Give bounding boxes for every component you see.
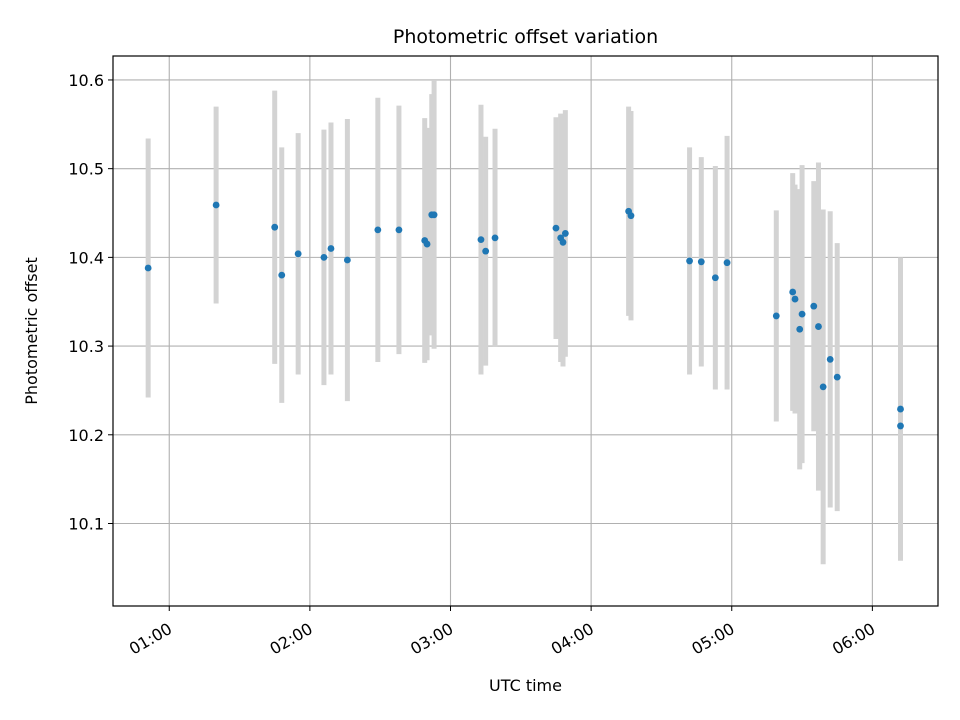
data-point (320, 253, 328, 261)
data-point (826, 355, 834, 363)
data-point (686, 257, 693, 265)
data-points (144, 201, 904, 430)
data-point (798, 310, 806, 318)
data-point (395, 226, 403, 234)
data-point (212, 201, 220, 209)
data-point (144, 264, 152, 272)
y-tick-label: 10.1 (68, 515, 104, 534)
data-point (815, 323, 822, 330)
data-point (796, 325, 804, 333)
data-point (343, 256, 351, 264)
data-point (810, 302, 818, 310)
data-point (552, 224, 560, 232)
data-point (897, 422, 904, 430)
data-point (278, 271, 286, 279)
y-tick-label: 10.3 (68, 337, 104, 356)
data-point (294, 250, 302, 258)
y-tick-label: 10.6 (68, 71, 104, 90)
data-point (723, 259, 731, 267)
data-point (561, 230, 569, 237)
y-tick-label: 10.2 (68, 426, 104, 445)
data-point (491, 234, 499, 242)
data-point (477, 236, 485, 244)
y-axis: 10.1 10.2 10.3 10.4 10.5 10.6 (68, 71, 113, 534)
data-point (711, 274, 719, 282)
x-axis-label: UTC time (489, 676, 562, 695)
data-point (697, 258, 705, 266)
data-point (430, 211, 438, 219)
data-point (819, 383, 827, 391)
data-point (482, 247, 490, 255)
data-point (772, 312, 780, 320)
data-point (559, 238, 567, 246)
data-point (271, 223, 279, 231)
data-point (897, 405, 904, 413)
y-tick-label: 10.5 (68, 160, 104, 179)
data-point (833, 373, 841, 381)
data-point (791, 295, 799, 303)
data-point (789, 288, 797, 296)
plot-frame (112, 55, 939, 607)
data-point (423, 240, 431, 248)
y-tick-label: 10.4 (68, 248, 104, 267)
chart-title: Photometric offset variation (393, 26, 658, 48)
y-axis-label: Photometric offset (22, 257, 41, 405)
data-point (627, 212, 635, 220)
data-point (374, 226, 382, 234)
data-point (327, 245, 335, 252)
